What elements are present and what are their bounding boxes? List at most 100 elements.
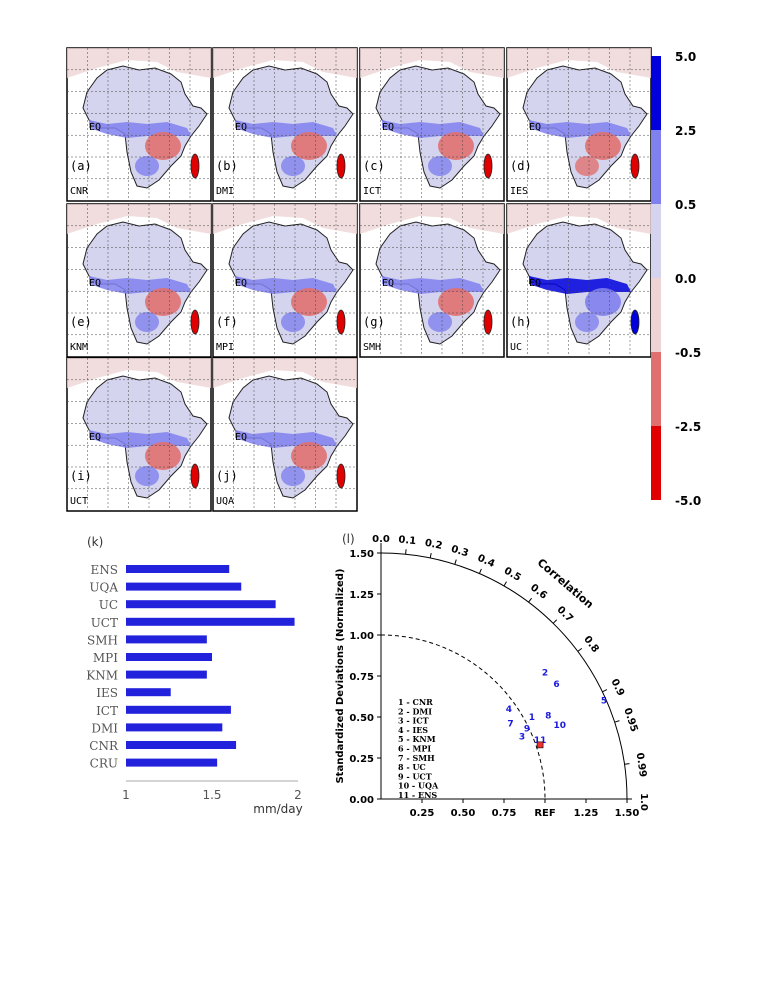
taylor-corr-tick [614,720,620,723]
map-panel-ict: EQ (c) ICT [359,47,505,202]
taylor-reference-arc [380,634,546,800]
bar-category-label: ICT [96,704,118,718]
map-panels: EQ (a) CNR EQ (b) DMI EQ (c) ICT EQ (d) IES EQ (e) KNM… [66,47,652,512]
bar-ict [126,705,231,714]
taylor-x-tick-label: 0.25 [410,808,435,819]
map-eq-label: EQ [529,278,541,289]
taylor-x-tick-label: 1.25 [574,808,599,819]
bar-cru [126,758,218,767]
taylor-corr-tick-label: 0.5 [502,565,523,583]
map-eq-label: EQ [89,122,101,133]
map-panel-letter: (d) [510,159,532,173]
taylor-legend-entry: 4 - IES [398,725,428,735]
map-south-anomaly [135,312,159,332]
bar-ies [126,688,171,697]
map-europe-land [67,358,211,388]
bar-category-label: UQA [89,581,118,595]
map-panel-knm: EQ (e) KNM [66,203,212,358]
map-europe-land [360,204,504,234]
map-panel-letter: (a) [70,159,92,173]
taylor-panel-label: (l) [342,532,355,546]
taylor-corr-tick [478,568,482,574]
taylor-x-tick-label: REF [534,808,555,819]
map-east-anomaly [585,132,621,160]
bar-category-label: DMI [91,721,118,735]
taylor-point-1: 1 [529,713,535,723]
taylor-legend-entry: 7 - SMH [398,753,435,763]
colorbar-tick-label: 5.0 [675,50,696,64]
map-panel-letter: (b) [216,159,238,173]
map-model-label: MPI [216,342,234,353]
taylor-legend-entry: 11 - ENS [398,790,437,800]
map-panel-letter: (g) [363,315,385,329]
map-panel-uc: EQ (h) UC [506,203,652,358]
map-eq-label: EQ [235,122,247,133]
taylor-corr-tick-label: 0.3 [450,544,470,560]
map-south-anomaly [281,312,305,332]
taylor-legend-entry: 10 - UQA [398,781,439,791]
taylor-corr-tick-label: 0.99 [634,752,648,778]
colorbar: 5.0 2.5 0.5 0.0 -0.5 -2.5 -5.0 [651,50,701,508]
taylor-y-tick-label: 0.25 [349,754,374,765]
map-model-label: UQA [216,496,234,507]
map-madagascar [336,309,346,335]
bar-uct [126,617,295,626]
taylor-legend-entry: 1 - CNR [398,697,433,707]
bar-x-axis-label: mm/day [253,802,303,816]
map-madagascar [630,153,640,179]
taylor-reference-point [536,741,544,749]
taylor-corr-tick [405,549,407,555]
map-madagascar [190,309,200,335]
taylor-corr-tick-label: 1.0 [638,793,649,811]
map-madagascar [483,153,493,179]
map-model-label: SMH [363,342,381,353]
bar-x-tick-label: 2 [294,788,302,802]
bar-x-tick-label: 1 [122,788,130,802]
map-east-anomaly [438,132,474,160]
map-europe-land [213,358,357,388]
bar-smh [126,635,207,644]
taylor-corr-tick-label: 0.8 [581,634,600,655]
bar-knm [126,670,207,679]
map-model-label: UC [510,342,522,353]
colorbar-segment [651,426,661,500]
bar-uqa [126,582,242,591]
taylor-corr-tick [624,763,630,765]
bar-cnr [126,741,237,749]
taylor-legend-entry: 5 - KNM [398,734,436,744]
map-model-label: UCT [70,496,88,507]
taylor-corr-tick-label: 0.4 [476,553,497,570]
map-europe-land [67,204,211,234]
map-model-label: KNM [70,342,88,353]
map-panel-smh: EQ (g) SMH [359,203,505,358]
colorbar-segment [651,278,661,352]
taylor-corr-tick-label: 0.2 [424,538,444,552]
map-south-anomaly [575,156,599,176]
taylor-legend-entry: 2 - DMI [398,706,432,716]
taylor-legend-entry: 8 - UC [398,762,426,772]
map-eq-label: EQ [235,432,247,443]
map-panel-dmi: EQ (b) DMI [212,47,358,202]
taylor-corr-tick-label: 0.0 [372,534,390,545]
taylor-outer-arc [380,552,628,800]
taylor-y-tick-label: 0.75 [349,672,374,683]
taylor-x-tick-label: 0.50 [451,808,476,819]
colorbar-tick-label: 2.5 [675,124,696,138]
taylor-y-tick-label: 0.00 [349,795,374,806]
taylor-corr-tick [454,559,457,565]
map-panel-ies: EQ (d) IES [506,47,652,202]
bar-category-label: KNM [86,669,118,683]
bar-category-label: ENS [91,563,118,577]
map-panel-letter: (j) [216,469,238,483]
taylor-point-6: 6 [553,680,559,690]
map-europe-land [360,48,504,78]
colorbar-segment [651,56,661,130]
taylor-y-axis-label: Standardized Deviations (Normalized) [335,568,346,783]
map-madagascar [630,309,640,335]
colorbar-segment [651,204,661,278]
taylor-legend-entry: 3 - ICT [398,716,429,726]
map-panel-uqa: EQ (j) UQA [212,357,358,512]
map-east-anomaly [145,442,181,470]
bar-category-label: MPI [93,651,118,665]
